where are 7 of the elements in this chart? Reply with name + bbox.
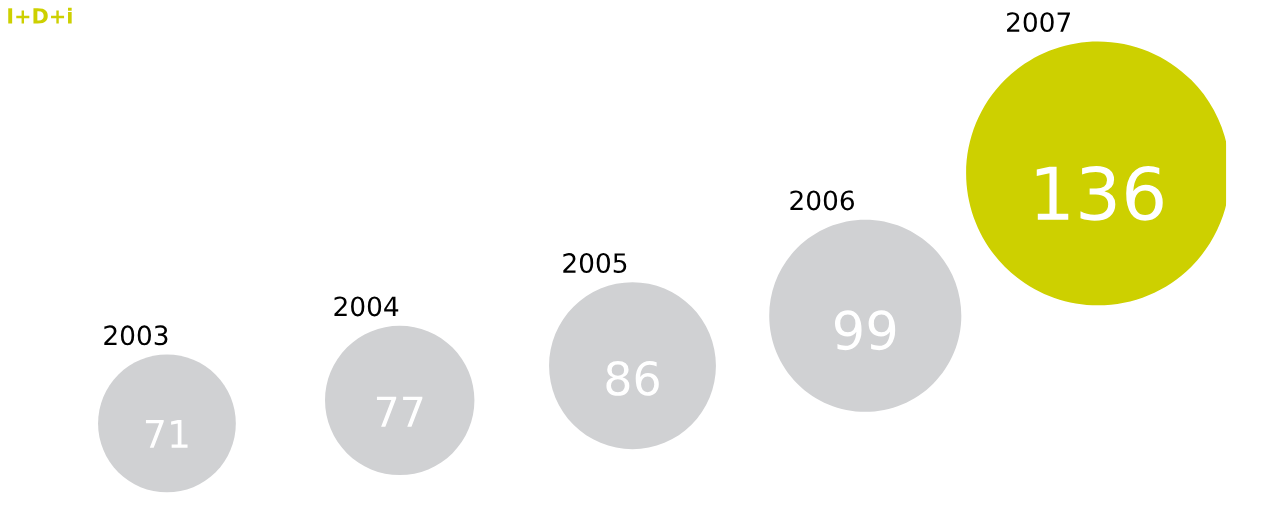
category-label: 2004 [334, 296, 399, 317]
text: I+D+i [8, 7, 72, 24]
category-label: 2003 [104, 325, 168, 346]
data-label: 136 [1036, 165, 1163, 221]
category-label: 2005 [563, 253, 627, 274]
category-label: 2007 [1007, 12, 1070, 33]
category-label: 2006 [790, 190, 854, 211]
